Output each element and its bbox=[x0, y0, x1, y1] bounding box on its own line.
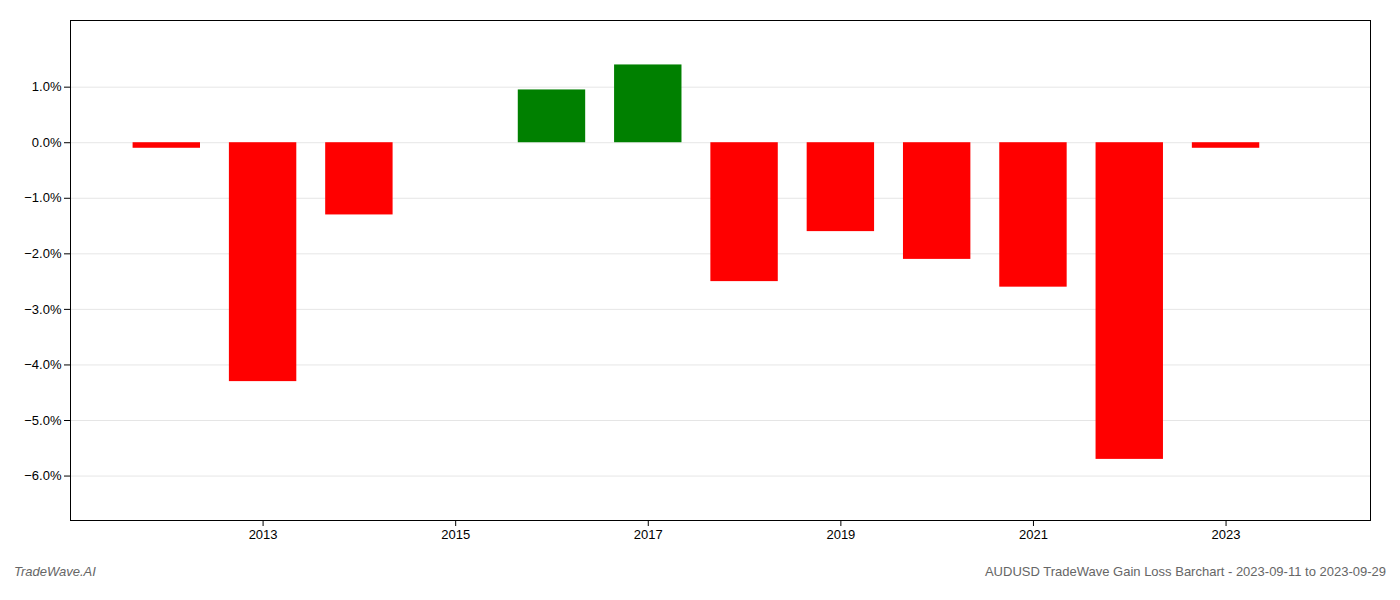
svg-text:2013: 2013 bbox=[249, 527, 278, 542]
svg-text:−1.0%: −1.0% bbox=[24, 190, 62, 205]
svg-text:2023: 2023 bbox=[1212, 527, 1241, 542]
svg-text:2021: 2021 bbox=[1019, 527, 1048, 542]
html-text:TradeWave.AI: TradeWave.AI bbox=[14, 564, 96, 579]
svg-text:−2.0%: −2.0% bbox=[24, 246, 62, 261]
svg-text:−4.0%: −4.0% bbox=[24, 357, 62, 372]
svg-text:−3.0%: −3.0% bbox=[24, 302, 62, 317]
svg-text:2019: 2019 bbox=[826, 527, 855, 542]
svg-text:2017: 2017 bbox=[634, 527, 663, 542]
svg-text:−6.0%: −6.0% bbox=[24, 468, 62, 483]
svg-text:1.0%: 1.0% bbox=[32, 79, 62, 94]
svg-text:2015: 2015 bbox=[441, 527, 470, 542]
svg-text:−5.0%: −5.0% bbox=[24, 413, 62, 428]
html-text:AUDUSD TradeWave Gain Loss Bar: AUDUSD TradeWave Gain Loss Barchart - 20… bbox=[985, 564, 1386, 579]
svg-text:0.0%: 0.0% bbox=[32, 135, 62, 150]
